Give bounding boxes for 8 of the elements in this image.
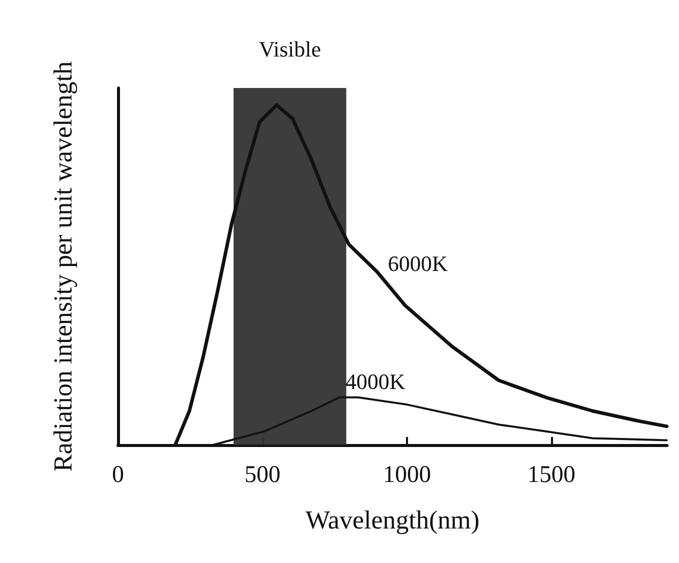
x-tick-label: 1000 xyxy=(382,462,431,488)
x-tick-label: 500 xyxy=(244,462,280,488)
x-tick-label: 1500 xyxy=(527,462,576,488)
x-axis-title: Wavelength(nm) xyxy=(305,506,480,534)
band-label: Visible xyxy=(258,36,322,62)
x-tick-label: 0 xyxy=(112,462,124,488)
y-axis-title: Radiation intensity per unit wavelength xyxy=(48,61,78,472)
series-label: 6000K xyxy=(388,251,448,276)
